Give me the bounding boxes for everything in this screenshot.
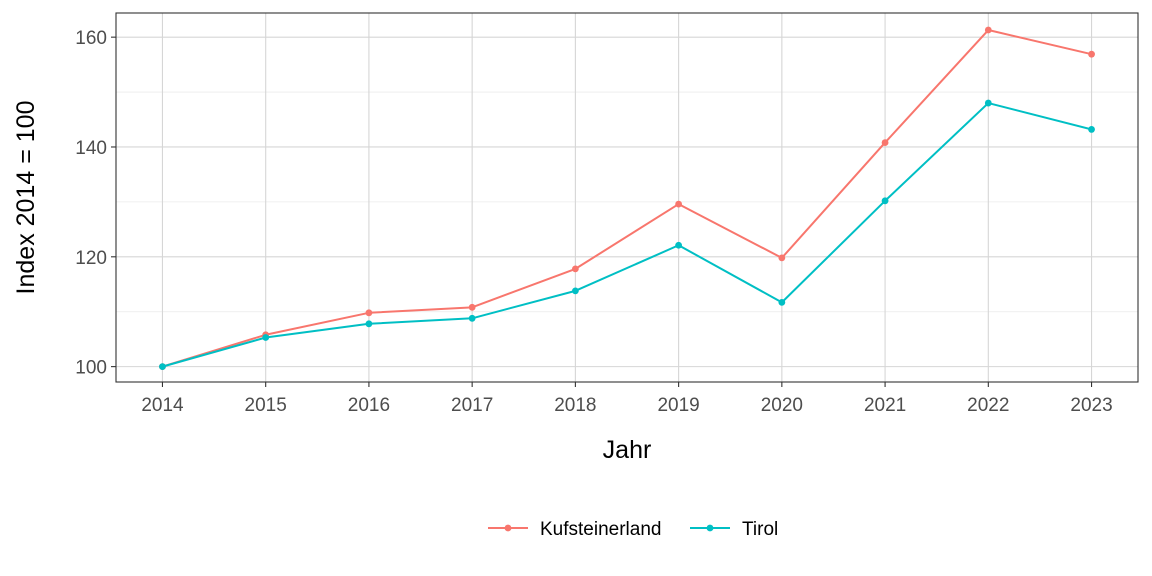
data-point (571, 287, 579, 295)
data-point (778, 254, 786, 262)
data-point (881, 197, 889, 205)
x-tick-label: 2014 (141, 395, 184, 416)
data-point (984, 99, 992, 107)
legend-item: Tirol (690, 519, 778, 540)
x-tick-label: 2022 (967, 395, 1009, 416)
x-tick-label: 2023 (1070, 395, 1112, 416)
y-axis: 100 120 140 160 (75, 28, 116, 379)
x-tick-label: 2015 (245, 395, 287, 416)
x-tick-label: 2017 (451, 395, 493, 416)
minor-gridlines (116, 91, 1138, 313)
data-point (984, 26, 992, 34)
legend-item: Kufsteinerland (488, 519, 661, 540)
data-point (778, 298, 786, 306)
data-point (365, 320, 373, 328)
data-point (675, 241, 683, 249)
y-tick-label: 100 (75, 358, 107, 379)
y-tick-label: 120 (75, 248, 107, 269)
legend: Kufsteinerland Tirol (488, 519, 778, 540)
series-tirol (159, 99, 1095, 371)
x-tick-label: 2018 (554, 395, 596, 416)
x-tick-label: 2020 (761, 395, 803, 416)
data-point (571, 265, 579, 273)
panel-border (115, 12, 1139, 383)
x-tick-label: 2016 (348, 395, 390, 416)
legend-key-point (504, 524, 512, 532)
data-point (262, 334, 270, 341)
y-tick-label: 160 (75, 28, 107, 49)
legend-key-point (706, 524, 714, 532)
data-point (675, 200, 683, 208)
x-axis: 2014 2015 2016 2017 2018 2019 2020 2021 2022 2023 (141, 382, 1113, 416)
series-line (161, 102, 1093, 368)
plot-panel (115, 12, 1139, 383)
data-point (159, 363, 166, 371)
legend-label: Kufsteinerland (540, 519, 661, 540)
y-axis-title: Index 2014 = 100 (12, 101, 40, 295)
data-point (1088, 126, 1095, 133)
legend-label: Tirol (742, 519, 778, 540)
data-point (468, 303, 476, 311)
x-axis-title: Jahr (603, 436, 652, 464)
data-point (881, 139, 889, 146)
panel-background (116, 13, 1138, 382)
x-tick-label: 2021 (864, 395, 906, 416)
x-tick-label: 2019 (657, 395, 699, 416)
series-layer (159, 26, 1095, 371)
series-line (161, 29, 1093, 368)
data-point (468, 314, 476, 322)
data-point (365, 309, 373, 317)
data-point (1088, 50, 1095, 58)
y-tick-label: 140 (75, 138, 107, 159)
